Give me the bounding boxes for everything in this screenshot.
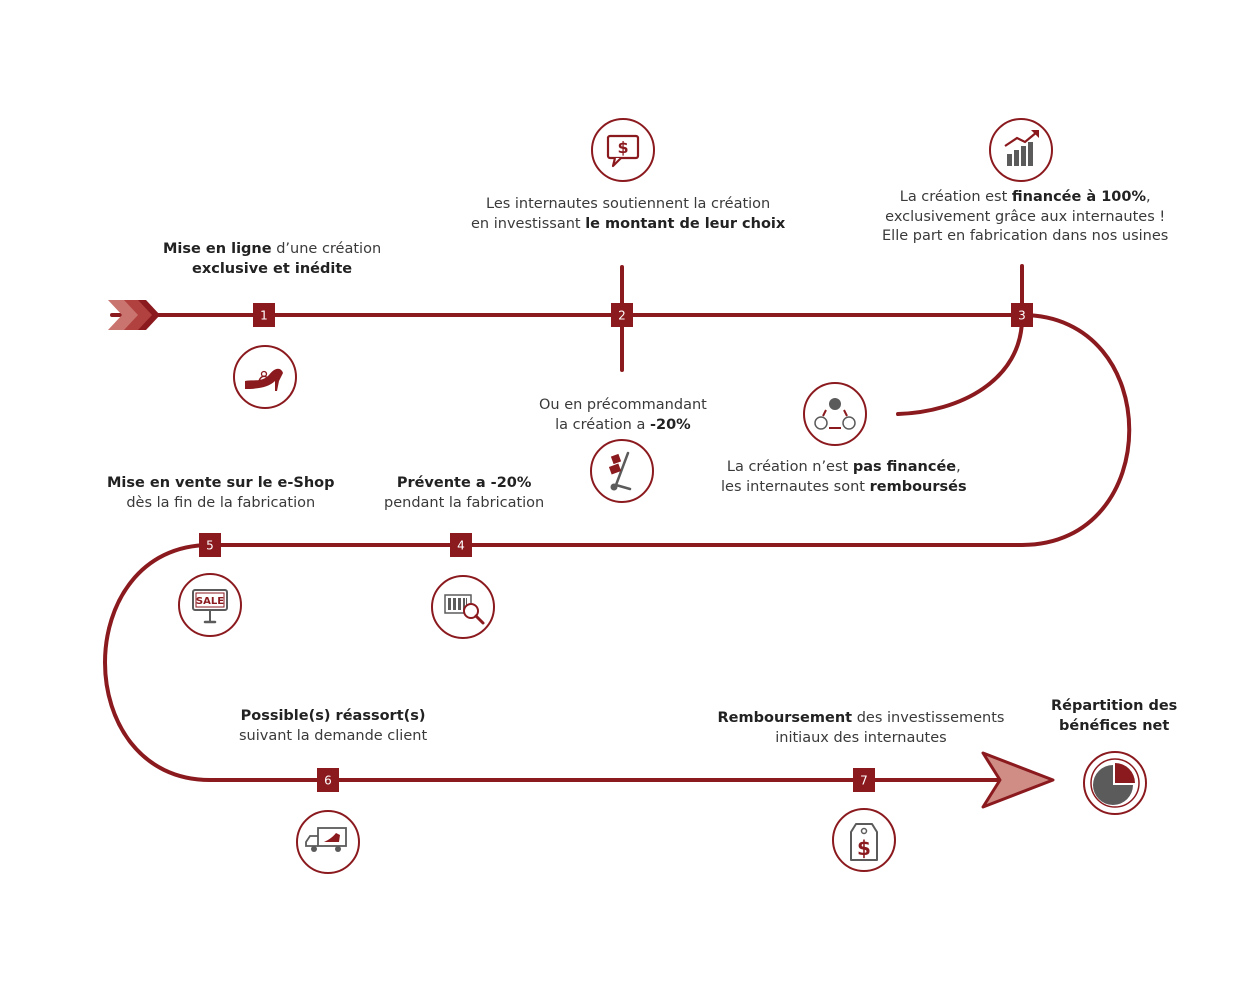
branch-label-not-funded: La création n’est pas financée, les inter… bbox=[721, 458, 967, 497]
step-number: 7 bbox=[860, 774, 868, 788]
label-text: Les internautes soutiennent la création bbox=[486, 196, 771, 212]
label-line: bénéfices net bbox=[1051, 717, 1177, 737]
high-heel-shoe-icon bbox=[233, 345, 297, 409]
timeline-curve-left bbox=[103, 543, 212, 782]
label-bold-text: le montant de leur choix bbox=[585, 215, 786, 232]
label-text: La création est bbox=[899, 189, 1012, 205]
step-label-4: Prévente a -20% pendant la fabrication bbox=[384, 474, 544, 513]
label-text: suivant la demande client bbox=[239, 727, 428, 744]
label-text: pendant la fabrication bbox=[384, 494, 545, 511]
label-line: pendant la fabrication bbox=[384, 494, 544, 514]
step-number: 4 bbox=[457, 539, 465, 553]
label-bold-text: Répartition des bbox=[1051, 698, 1178, 714]
label-text: d’une création bbox=[271, 241, 382, 257]
step-label-7: Remboursement des investissements initiau… bbox=[718, 709, 1005, 748]
dollar-speech-bubble-icon: $ bbox=[591, 118, 655, 182]
label-line: Prévente a -20% bbox=[384, 474, 544, 494]
final-label: Répartition des bénéfices net bbox=[1051, 697, 1177, 736]
step-label-1: Mise en ligne d’une création exclusive et… bbox=[163, 240, 381, 279]
step-number: 5 bbox=[206, 539, 214, 553]
branch-label-preorder: Ou en précommandant la création a -20% bbox=[539, 396, 707, 435]
price-tag-icon: $ bbox=[832, 808, 896, 872]
step-number: 6 bbox=[324, 774, 332, 788]
start-arrow-tail bbox=[108, 300, 160, 330]
step-marker-2: 2 bbox=[611, 303, 633, 327]
label-text: les internautes sont bbox=[721, 478, 870, 495]
label-text: , bbox=[956, 459, 961, 475]
label-text: des investissements bbox=[852, 710, 1005, 726]
label-line: en investissant le montant de leur choix bbox=[471, 215, 785, 235]
svg-text:$: $ bbox=[617, 138, 628, 157]
label-line: Mise en ligne d’une création bbox=[163, 240, 381, 260]
label-line: Répartition des bbox=[1051, 697, 1177, 717]
step-number: 1 bbox=[260, 309, 268, 323]
hand-truck-icon bbox=[590, 439, 654, 503]
label-line: exclusivement grâce aux internautes ! bbox=[882, 208, 1168, 228]
svg-text:SALE: SALE bbox=[196, 596, 224, 607]
label-bold-text: remboursés bbox=[869, 478, 967, 495]
label-text: exclusivement grâce aux internautes ! bbox=[885, 208, 1166, 225]
step-marker-3: 3 bbox=[1011, 303, 1033, 327]
label-line: initiaux des internautes bbox=[718, 729, 1005, 749]
label-line: dès la fin de la fabrication bbox=[107, 494, 335, 514]
branch-curve-not-funded bbox=[896, 316, 1024, 416]
label-text: , bbox=[1146, 189, 1151, 205]
end-arrow-head bbox=[981, 751, 1055, 809]
label-bold-text: Prévente a -20% bbox=[396, 475, 532, 491]
step-marker-6: 6 bbox=[317, 768, 339, 792]
timeline-curve-right bbox=[1020, 313, 1132, 547]
label-line: Les internautes soutiennent la création bbox=[471, 195, 785, 215]
label-bold-text: Mise en vente sur le e-Shop bbox=[107, 475, 335, 491]
label-line: Ou en précommandant bbox=[539, 396, 707, 416]
step-marker-1: 1 bbox=[253, 303, 275, 327]
label-bold-text: exclusive et inédite bbox=[192, 260, 353, 277]
label-bold-text: Remboursement bbox=[717, 710, 853, 726]
label-line: suivant la demande client bbox=[239, 727, 427, 747]
label-line: Mise en vente sur le e-Shop bbox=[107, 474, 335, 494]
step-label-2: Les internautes soutiennent la création e… bbox=[471, 195, 785, 234]
label-line: La création est financée à 100%, bbox=[882, 188, 1168, 208]
step-marker-4: 4 bbox=[450, 533, 472, 557]
barcode-search-icon bbox=[431, 575, 495, 639]
label-text: dès la fin de la fabrication bbox=[126, 494, 316, 511]
label-line: la création a -20% bbox=[539, 416, 707, 436]
label-line: La création n’est pas financée, bbox=[721, 458, 967, 478]
label-bold-text: financée à 100% bbox=[1011, 189, 1147, 205]
refund-cycle-icon bbox=[803, 382, 867, 446]
label-text: La création n’est bbox=[726, 459, 853, 475]
step-marker-5: 5 bbox=[199, 533, 221, 557]
label-bold-text: -20% bbox=[649, 416, 691, 433]
step-marker-7: 7 bbox=[853, 768, 875, 792]
label-line: exclusive et inédite bbox=[163, 260, 381, 280]
label-text: initiaux des internautes bbox=[775, 729, 947, 746]
label-text: en investissant bbox=[471, 215, 586, 232]
svg-text:$: $ bbox=[857, 836, 871, 860]
step-label-5: Mise en vente sur le e-Shop dès la fin de… bbox=[107, 474, 335, 513]
label-bold-text: pas financée bbox=[852, 459, 957, 475]
growth-chart-icon bbox=[989, 118, 1053, 182]
label-line: les internautes sont remboursés bbox=[721, 478, 967, 498]
step-markers: 1 2 3 4 5 6 7 bbox=[199, 303, 1033, 792]
label-line: Possible(s) réassort(s) bbox=[239, 707, 427, 727]
step-number: 2 bbox=[618, 309, 626, 323]
label-line: Elle part en fabrication dans nos usines bbox=[882, 227, 1168, 247]
pie-chart-icon bbox=[1083, 751, 1147, 815]
label-text: Elle part en fabrication dans nos usines bbox=[882, 228, 1169, 244]
icons-layer: $ SALE $ bbox=[178, 118, 1147, 874]
label-bold-text: Mise en ligne bbox=[163, 241, 272, 257]
label-bold-text: Possible(s) réassort(s) bbox=[240, 708, 426, 724]
sale-sign-icon: SALE bbox=[178, 573, 242, 637]
label-text: la création a bbox=[555, 416, 650, 433]
step-label-6: Possible(s) réassort(s) suivant la demand… bbox=[239, 707, 427, 746]
label-text: Ou en précommandant bbox=[539, 397, 707, 413]
timeline-path bbox=[103, 264, 1132, 782]
label-line: Remboursement des investissements bbox=[718, 709, 1005, 729]
step-number: 3 bbox=[1018, 309, 1026, 323]
label-bold-text: bénéfices net bbox=[1058, 717, 1170, 734]
step-label-3: La création est financée à 100%, exclusiv… bbox=[882, 188, 1168, 247]
delivery-truck-icon bbox=[296, 810, 360, 874]
